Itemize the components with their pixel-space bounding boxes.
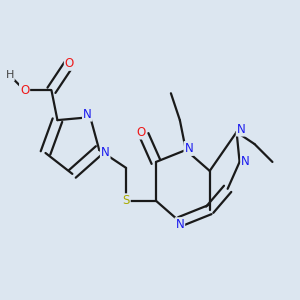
Text: N: N [176, 218, 184, 231]
Text: N: N [184, 142, 193, 155]
Text: O: O [20, 84, 29, 97]
Text: N: N [101, 146, 110, 160]
Text: N: N [237, 123, 245, 136]
Text: N: N [241, 155, 250, 168]
Text: H: H [5, 70, 14, 80]
Text: N: N [83, 108, 92, 121]
Text: O: O [136, 126, 146, 139]
Text: S: S [122, 194, 130, 207]
Text: O: O [65, 57, 74, 70]
